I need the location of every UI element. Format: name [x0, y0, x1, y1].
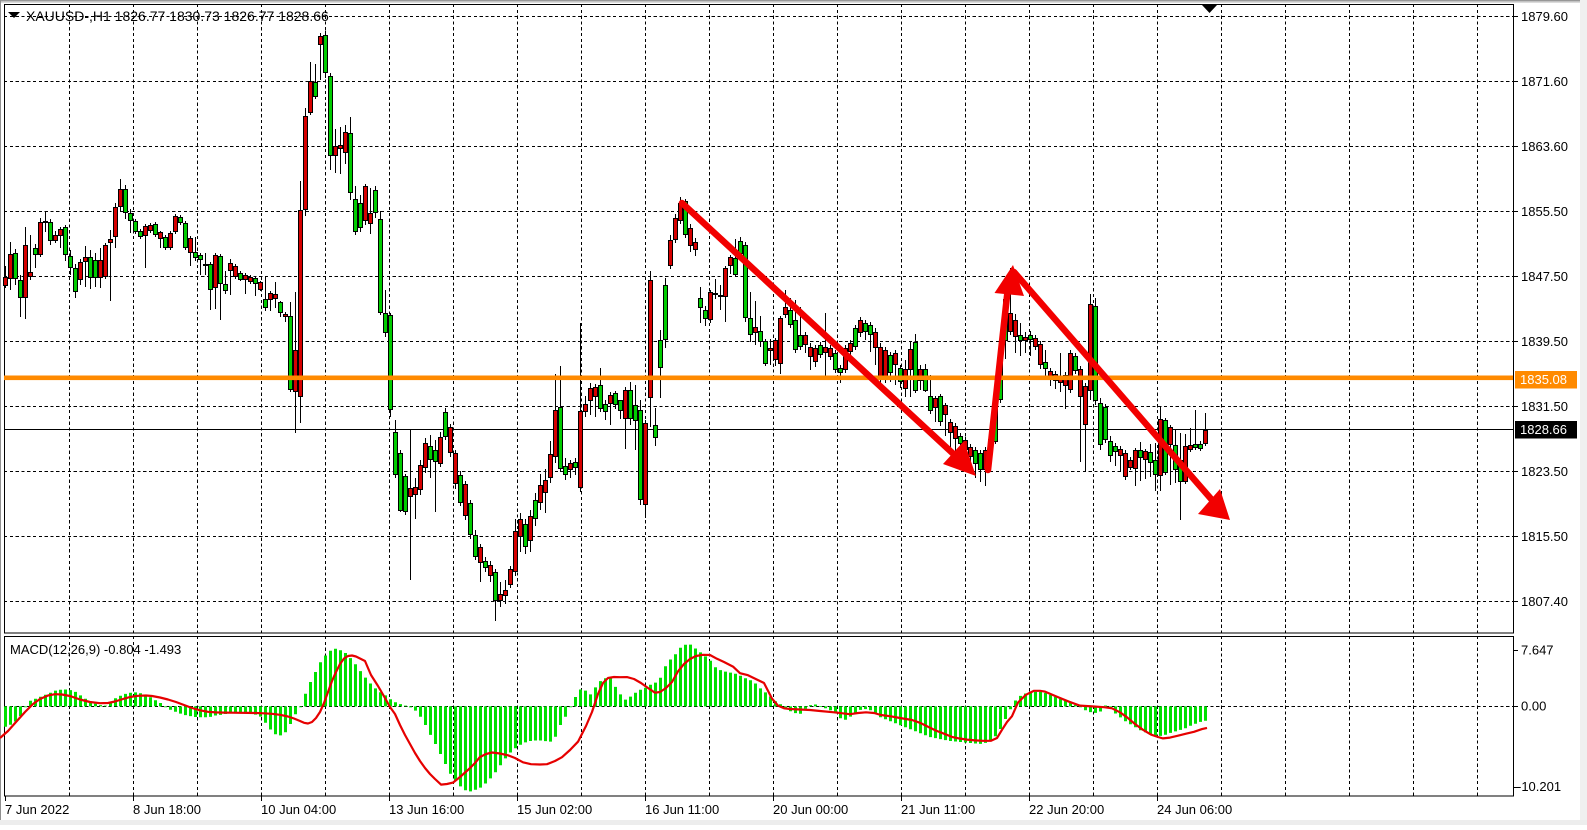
svg-text:1807.40: 1807.40 [1521, 594, 1568, 609]
svg-text:1879.60: 1879.60 [1521, 9, 1568, 24]
svg-text:20 Jun 00:00: 20 Jun 00:00 [773, 802, 848, 817]
svg-text:21 Jun 11:00: 21 Jun 11:00 [901, 802, 975, 817]
svg-text:-10.201: -10.201 [1517, 779, 1561, 794]
svg-text:0.00: 0.00 [1521, 699, 1546, 714]
svg-text:1839.50: 1839.50 [1521, 334, 1568, 349]
svg-text:1835.08: 1835.08 [1520, 372, 1567, 387]
svg-text:1847.50: 1847.50 [1521, 269, 1568, 284]
svg-text:1855.50: 1855.50 [1521, 204, 1568, 219]
svg-text:MACD(12,26,9) -0.804 -1.493: MACD(12,26,9) -0.804 -1.493 [10, 642, 181, 657]
svg-text:1828.66: 1828.66 [1520, 422, 1567, 437]
svg-text:13 Jun 16:00: 13 Jun 16:00 [389, 802, 464, 817]
svg-text:22 Jun 20:00: 22 Jun 20:00 [1029, 802, 1104, 817]
svg-text:1815.50: 1815.50 [1521, 529, 1568, 544]
svg-text:7.647: 7.647 [1521, 643, 1554, 658]
svg-text:16 Jun 11:00: 16 Jun 11:00 [645, 802, 719, 817]
svg-text:24 Jun 06:00: 24 Jun 06:00 [1157, 802, 1232, 817]
svg-text:1871.60: 1871.60 [1521, 74, 1568, 89]
svg-text:XAUUSD-,H1 1826.77 1830.73 182: XAUUSD-,H1 1826.77 1830.73 1826.77 1828.… [26, 8, 329, 24]
svg-text:1823.50: 1823.50 [1521, 464, 1568, 479]
svg-text:8 Jun 18:00: 8 Jun 18:00 [133, 802, 201, 817]
svg-text:15 Jun 02:00: 15 Jun 02:00 [517, 802, 592, 817]
svg-text:1863.60: 1863.60 [1521, 139, 1568, 154]
svg-text:10 Jun 04:00: 10 Jun 04:00 [261, 802, 336, 817]
svg-text:7 Jun 2022: 7 Jun 2022 [5, 802, 69, 817]
svg-text:1831.50: 1831.50 [1521, 399, 1568, 414]
